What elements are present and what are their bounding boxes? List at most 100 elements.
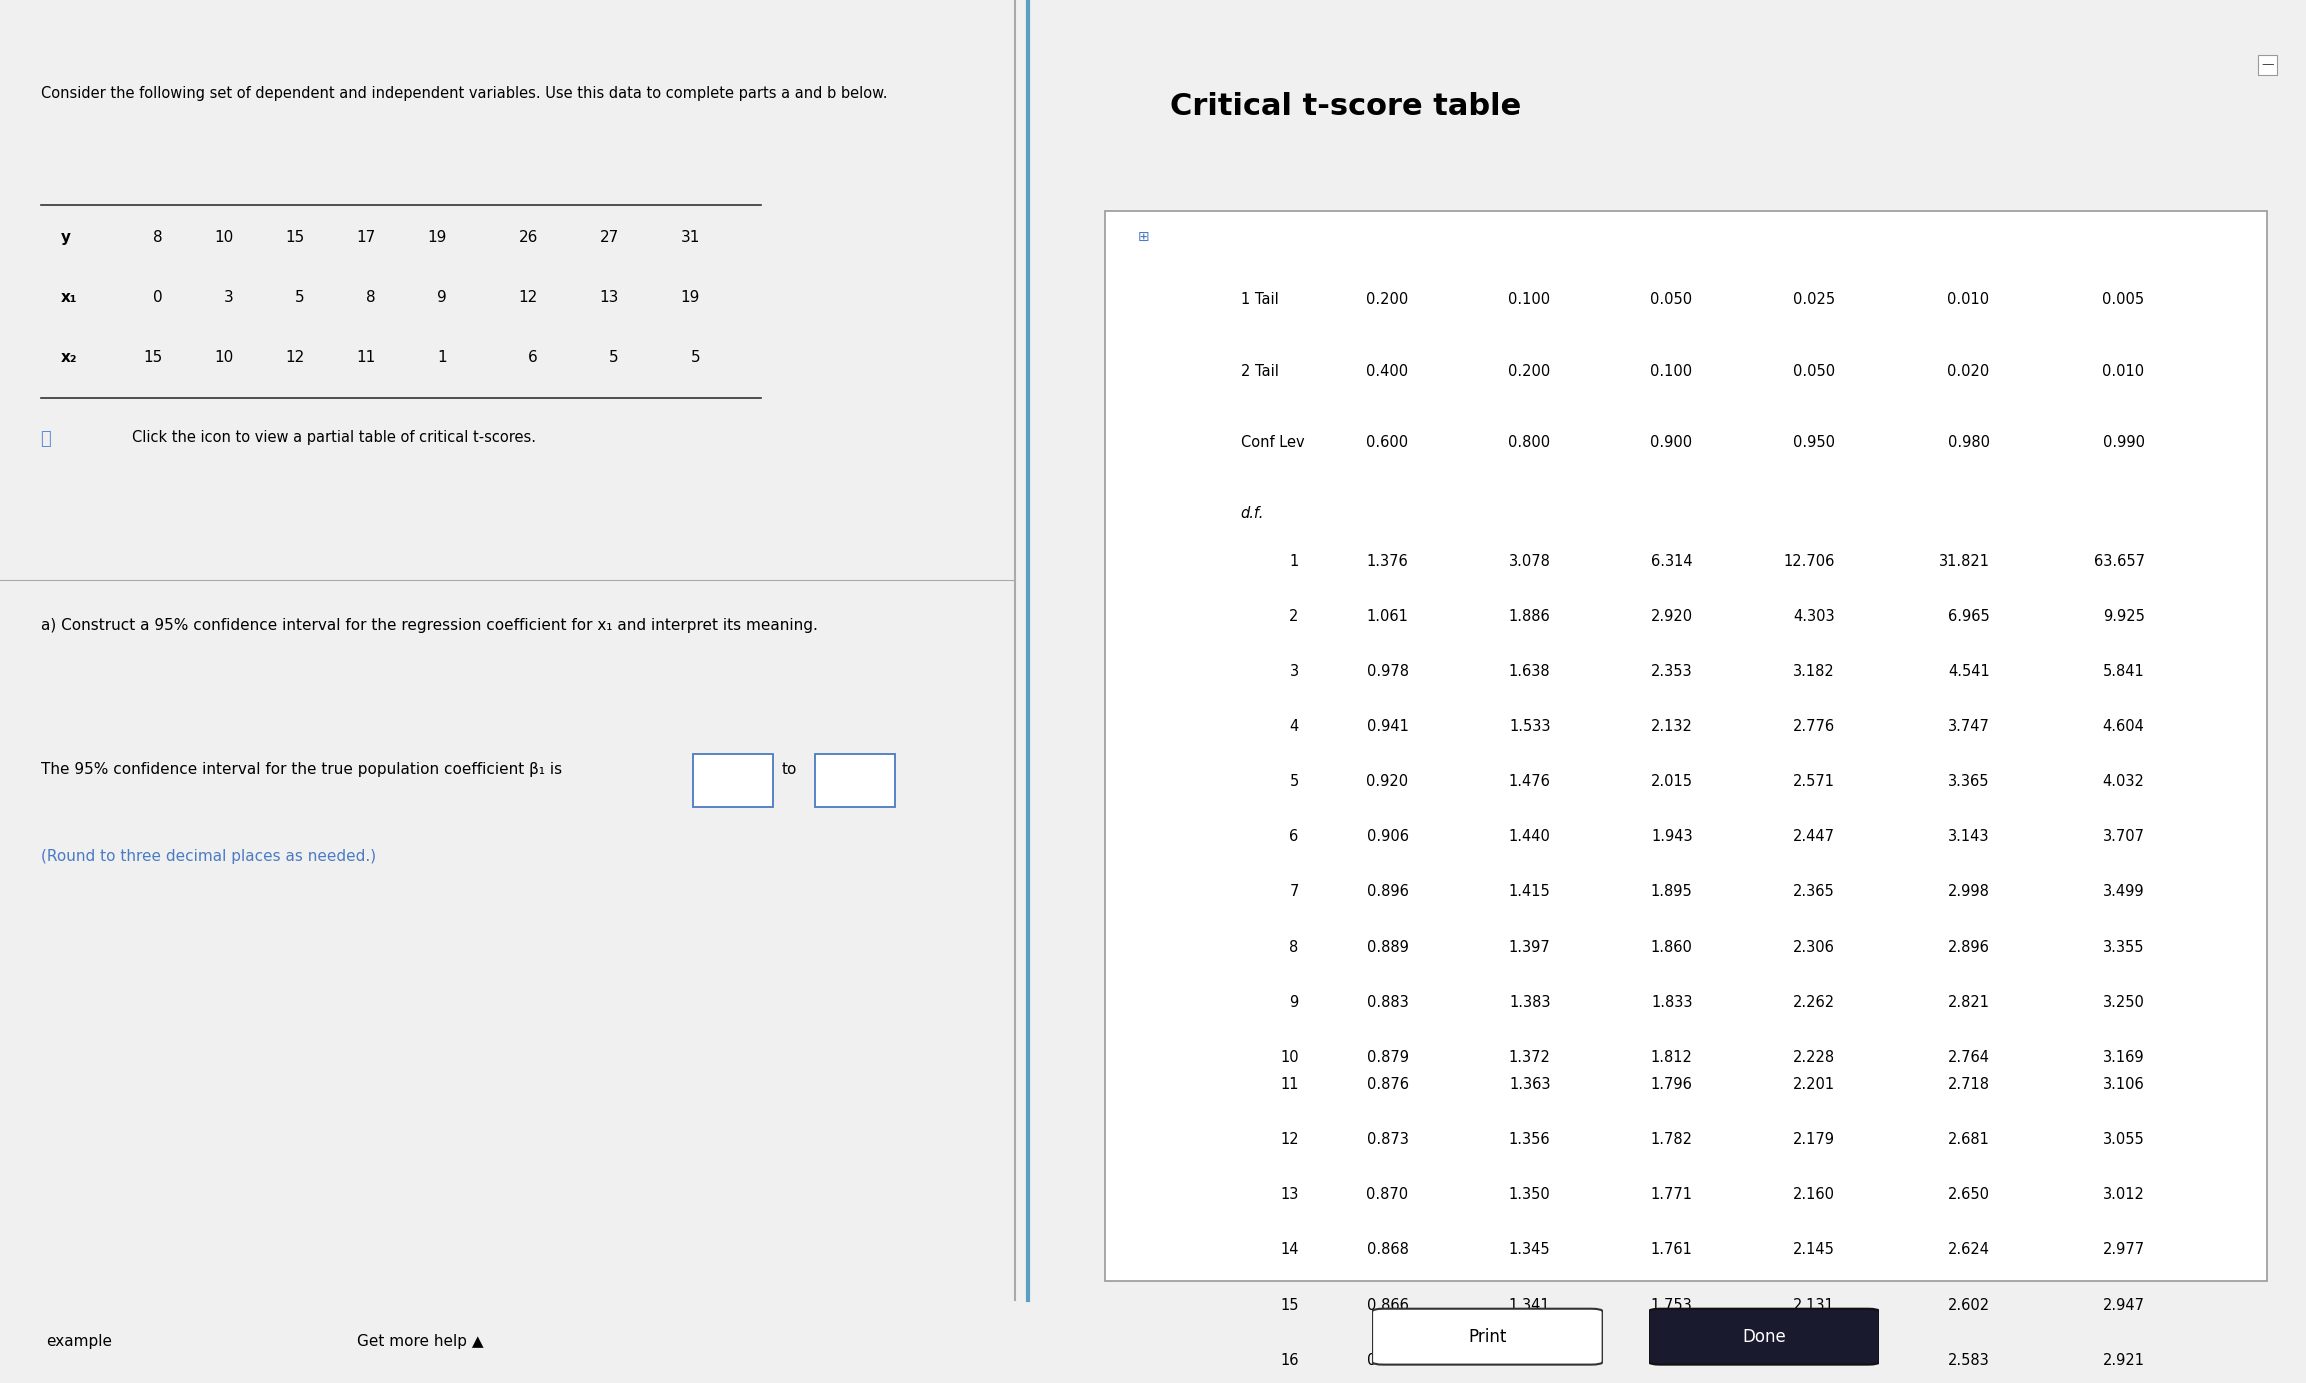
Text: 0.990: 0.990 [2103, 436, 2145, 449]
Text: 11: 11 [1280, 1077, 1298, 1093]
Text: 3.365: 3.365 [1949, 774, 1990, 790]
Text: 3: 3 [224, 290, 233, 306]
Text: Consider the following set of dependent and independent variables. Use this data: Consider the following set of dependent … [42, 86, 888, 101]
Text: 0.020: 0.020 [1946, 364, 1990, 379]
FancyBboxPatch shape [1372, 1308, 1603, 1365]
Text: 4.604: 4.604 [2103, 719, 2145, 734]
Text: 1.337: 1.337 [1508, 1353, 1550, 1368]
Text: 6.965: 6.965 [1949, 609, 1990, 624]
Text: 5: 5 [295, 290, 304, 306]
Text: 1.812: 1.812 [1651, 1050, 1693, 1065]
Text: 1.533: 1.533 [1508, 719, 1550, 734]
FancyBboxPatch shape [814, 754, 895, 806]
Text: 1.383: 1.383 [1508, 994, 1550, 1010]
FancyBboxPatch shape [694, 754, 773, 806]
Text: 2.132: 2.132 [1651, 719, 1693, 734]
Text: 9: 9 [436, 290, 447, 306]
Text: 9: 9 [1289, 994, 1298, 1010]
Text: (Round to three decimal places as needed.): (Round to three decimal places as needed… [42, 849, 376, 864]
Text: 0.941: 0.941 [1367, 719, 1409, 734]
Text: 0.879: 0.879 [1367, 1050, 1409, 1065]
Text: 27: 27 [600, 230, 618, 245]
Text: Conf Lev: Conf Lev [1241, 436, 1305, 449]
Text: 2.306: 2.306 [1792, 939, 1836, 954]
Text: 2.120: 2.120 [1792, 1353, 1836, 1368]
Text: 2.131: 2.131 [1792, 1297, 1836, 1312]
Text: 5: 5 [1289, 774, 1298, 790]
Text: ⊞: ⊞ [1137, 230, 1148, 243]
Text: 0.200: 0.200 [1365, 292, 1409, 307]
Text: 10: 10 [214, 230, 233, 245]
Text: 2.201: 2.201 [1792, 1077, 1836, 1093]
Text: 3: 3 [1289, 664, 1298, 679]
Text: 0.896: 0.896 [1367, 885, 1409, 899]
Text: 14: 14 [1280, 1242, 1298, 1257]
Text: 1.796: 1.796 [1651, 1077, 1693, 1093]
Text: 1.476: 1.476 [1508, 774, 1550, 790]
Text: 0.876: 0.876 [1367, 1077, 1409, 1093]
Text: Click the icon to view a partial table of critical t-scores.: Click the icon to view a partial table o… [131, 430, 535, 445]
Text: 5.841: 5.841 [2103, 664, 2145, 679]
Text: 0.868: 0.868 [1367, 1242, 1409, 1257]
Text: 1.638: 1.638 [1508, 664, 1550, 679]
Text: 1.746: 1.746 [1651, 1353, 1693, 1368]
Text: Get more help ▲: Get more help ▲ [357, 1335, 484, 1348]
Text: 2.681: 2.681 [1949, 1133, 1990, 1148]
Text: 2.650: 2.650 [1949, 1188, 1990, 1202]
Text: 2.179: 2.179 [1792, 1133, 1836, 1148]
Text: 1: 1 [1289, 555, 1298, 568]
Text: 2.262: 2.262 [1792, 994, 1836, 1010]
Text: 2.353: 2.353 [1651, 664, 1693, 679]
Text: 8: 8 [367, 290, 376, 306]
Text: 2.228: 2.228 [1792, 1050, 1836, 1065]
Text: 0.005: 0.005 [2103, 292, 2145, 307]
Text: 8: 8 [152, 230, 161, 245]
Text: 16: 16 [1280, 1353, 1298, 1368]
Text: 0.883: 0.883 [1367, 994, 1409, 1010]
Text: 3.747: 3.747 [1949, 719, 1990, 734]
Text: 2.365: 2.365 [1792, 885, 1836, 899]
Text: 0.600: 0.600 [1367, 436, 1409, 449]
Text: 6: 6 [1289, 830, 1298, 845]
Text: 0.050: 0.050 [1792, 364, 1836, 379]
Text: 1.782: 1.782 [1651, 1133, 1693, 1148]
Text: Print: Print [1469, 1328, 1506, 1346]
Text: 5: 5 [609, 350, 618, 365]
Text: 15: 15 [1280, 1297, 1298, 1312]
Text: 6: 6 [528, 350, 537, 365]
Text: 12: 12 [519, 290, 537, 306]
Text: 4: 4 [1289, 719, 1298, 734]
Text: 2.718: 2.718 [1949, 1077, 1990, 1093]
Text: 3.499: 3.499 [2103, 885, 2145, 899]
Text: 0.025: 0.025 [1792, 292, 1836, 307]
Text: 0: 0 [152, 290, 161, 306]
Text: example: example [46, 1335, 113, 1348]
Text: 0.906: 0.906 [1367, 830, 1409, 845]
Text: 3.182: 3.182 [1792, 664, 1836, 679]
Text: d.f.: d.f. [1241, 506, 1264, 521]
Text: 2.015: 2.015 [1651, 774, 1693, 790]
Text: 2.602: 2.602 [1949, 1297, 1990, 1312]
Text: 10: 10 [214, 350, 233, 365]
Text: 1.061: 1.061 [1367, 609, 1409, 624]
Text: 0.900: 0.900 [1651, 436, 1693, 449]
Text: 2.583: 2.583 [1949, 1353, 1990, 1368]
Text: 1.341: 1.341 [1508, 1297, 1550, 1312]
FancyBboxPatch shape [1649, 1308, 1879, 1365]
Text: 1.376: 1.376 [1367, 555, 1409, 568]
Text: 0.889: 0.889 [1367, 939, 1409, 954]
Text: 1.372: 1.372 [1508, 1050, 1550, 1065]
Text: 2.145: 2.145 [1792, 1242, 1836, 1257]
Text: 9.925: 9.925 [2103, 609, 2145, 624]
Text: 0.950: 0.950 [1792, 436, 1836, 449]
Text: 11: 11 [355, 350, 376, 365]
Text: 12: 12 [1280, 1133, 1298, 1148]
Text: 0.400: 0.400 [1367, 364, 1409, 379]
Text: 4.303: 4.303 [1794, 609, 1836, 624]
Text: 0.010: 0.010 [1949, 292, 1990, 307]
FancyBboxPatch shape [1105, 212, 2267, 1281]
Text: 3.055: 3.055 [2103, 1133, 2145, 1148]
Text: 2.821: 2.821 [1949, 994, 1990, 1010]
Text: 19: 19 [427, 230, 447, 245]
Text: 13: 13 [600, 290, 618, 306]
